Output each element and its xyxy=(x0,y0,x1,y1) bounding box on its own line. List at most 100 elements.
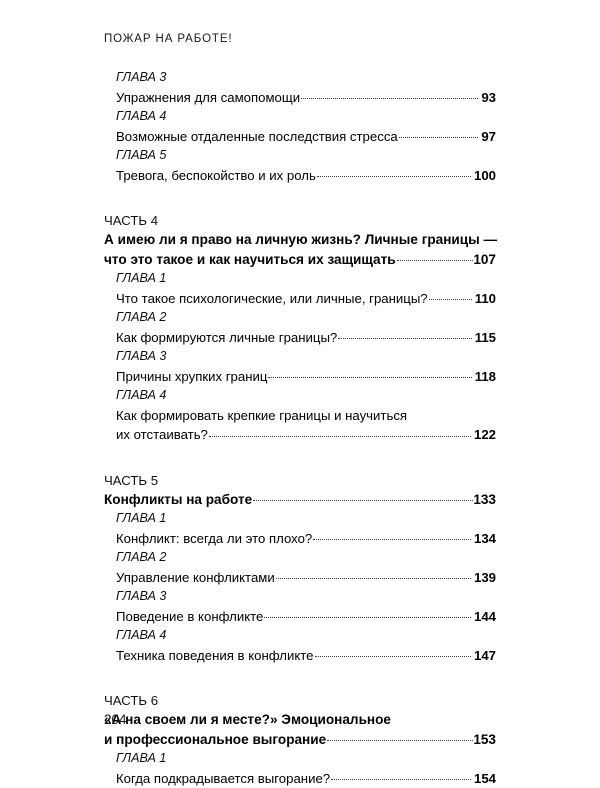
dot-leader xyxy=(268,377,471,378)
chapter-title[interactable]: Что такое психологические, или личные, г… xyxy=(116,289,496,309)
toc-part-section: ЧАСТЬ 6«А на своем ли я месте?» Эмоциона… xyxy=(104,691,496,788)
toc-entry-row[interactable]: Причины хрупких границ 118 xyxy=(116,367,496,387)
chapter-kicker: ГЛАВА 3 xyxy=(116,68,496,88)
chapter-title-line: Поведение в конфликте xyxy=(116,607,263,627)
chapter-page-number: 139 xyxy=(474,568,496,588)
toc-entry-row[interactable]: Когда подкрадывается выгорание? 154 xyxy=(116,769,496,788)
chapter-title[interactable]: Управление конфликтами 139 xyxy=(116,568,496,588)
part-kicker: ЧАСТЬ 5 xyxy=(104,471,496,490)
chapter-kicker: ГЛАВА 1 xyxy=(116,749,496,769)
chapter-kicker: ГЛАВА 5 xyxy=(116,146,496,166)
chapter-title[interactable]: Как формировать крепкие границы и научит… xyxy=(116,406,496,445)
toc-entry-row[interactable]: что это такое и как научиться их защищат… xyxy=(104,250,496,270)
chapter-page-number: 144 xyxy=(474,607,496,627)
chapter-title-line: Техника поведения в конфликте xyxy=(116,646,314,666)
toc-entry-row[interactable]: Возможные отдаленные последствия стресса… xyxy=(116,127,496,147)
part-title-line: А имею ли я право на личную жизнь? Личны… xyxy=(104,230,496,250)
chapter-page-number: 97 xyxy=(481,127,496,147)
toc-entry-row[interactable]: Поведение в конфликте 144 xyxy=(116,607,496,627)
part-title-line: и профессиональное выгорание xyxy=(104,730,326,750)
toc-entry-row[interactable]: Как формируются личные границы? 115 xyxy=(116,328,496,348)
part-page-number: 153 xyxy=(473,730,496,750)
chapter-page-number: 100 xyxy=(474,166,496,186)
chapter-page-number: 118 xyxy=(475,367,496,387)
dot-leader xyxy=(399,137,479,138)
dot-leader xyxy=(338,338,471,339)
dot-leader xyxy=(317,176,471,177)
chapter-title-line: Упражнения для самопомощи xyxy=(116,88,300,108)
dot-leader xyxy=(209,436,471,437)
chapter-kicker: ГЛАВА 3 xyxy=(116,347,496,367)
part-page-number: 107 xyxy=(473,250,496,270)
page-folio: 204 xyxy=(104,712,127,727)
chapter-title-line: Конфликт: всегда ли это плохо? xyxy=(116,529,312,549)
chapter-title[interactable]: Конфликт: всегда ли это плохо? 134 xyxy=(116,529,496,549)
part-title-line: «А на своем ли я месте?» Эмоциональное xyxy=(104,710,496,730)
chapter-title-line: их отстаивать? xyxy=(116,425,208,445)
toc-entry-row[interactable]: Техника поведения в конфликте 147 xyxy=(116,646,496,666)
dot-leader xyxy=(313,539,471,540)
chapter-title-line: Тревога, беспокойство и их роль xyxy=(116,166,316,186)
chapter-kicker: ГЛАВА 2 xyxy=(116,548,496,568)
toc-entry-row[interactable]: Что такое психологические, или личные, г… xyxy=(116,289,496,309)
chapter-kicker: ГЛАВА 4 xyxy=(116,107,496,127)
dot-leader xyxy=(327,740,473,741)
dot-leader xyxy=(301,98,478,99)
chapter-title[interactable]: Техника поведения в конфликте 147 xyxy=(116,646,496,666)
part-title[interactable]: А имею ли я право на личную жизнь? Личны… xyxy=(104,230,496,269)
chapter-page-number: 110 xyxy=(475,289,496,309)
chapter-kicker: ГЛАВА 3 xyxy=(116,587,496,607)
dot-leader xyxy=(253,500,473,501)
chapter-title[interactable]: Причины хрупких границ 118 xyxy=(116,367,496,387)
chapter-title-line: Управление конфликтами xyxy=(116,568,275,588)
chapter-title[interactable]: Возможные отдаленные последствия стресса… xyxy=(116,127,496,147)
chapter-kicker: ГЛАВА 1 xyxy=(116,509,496,529)
chapter-title[interactable]: Как формируются личные границы? 115 xyxy=(116,328,496,348)
part-title-line: Конфликты на работе xyxy=(104,490,252,510)
chapter-page-number: 147 xyxy=(474,646,496,666)
toc-entry-row[interactable]: Конфликты на работе 133 xyxy=(104,490,496,510)
chapter-title[interactable]: Тревога, беспокойство и их роль 100 xyxy=(116,166,496,186)
toc-entry-row[interactable]: Конфликт: всегда ли это плохо? 134 xyxy=(116,529,496,549)
part-kicker: ЧАСТЬ 4 xyxy=(104,211,496,230)
toc-entry-row[interactable]: Упражнения для самопомощи 93 xyxy=(116,88,496,108)
toc-entry-row[interactable]: и профессиональное выгорание 153 xyxy=(104,730,496,750)
chapter-title-line: Причины хрупких границ xyxy=(116,367,267,387)
running-header: ПОЖАР НА РАБОТЕ! xyxy=(104,33,233,45)
chapter-kicker: ГЛАВА 4 xyxy=(116,386,496,406)
chapter-title-line: Как формируются личные границы? xyxy=(116,328,337,348)
chapter-page-number: 134 xyxy=(474,529,496,549)
dot-leader xyxy=(264,617,471,618)
chapter-title[interactable]: Когда подкрадывается выгорание? 154 xyxy=(116,769,496,788)
chapter-title-line: Как формировать крепкие границы и научит… xyxy=(116,406,496,426)
part-kicker: ЧАСТЬ 6 xyxy=(104,691,496,710)
dot-leader xyxy=(331,779,471,780)
part-title[interactable]: Конфликты на работе 133 xyxy=(104,490,496,510)
dot-leader xyxy=(315,656,471,657)
chapter-title[interactable]: Поведение в конфликте 144 xyxy=(116,607,496,627)
dot-leader xyxy=(276,578,471,579)
part-page-number: 133 xyxy=(473,490,496,510)
chapter-kicker: ГЛАВА 2 xyxy=(116,308,496,328)
chapter-kicker: ГЛАВА 1 xyxy=(116,269,496,289)
chapter-title-line: Когда подкрадывается выгорание? xyxy=(116,769,330,788)
chapter-title[interactable]: Упражнения для самопомощи 93 xyxy=(116,88,496,108)
chapter-page-number: 154 xyxy=(474,769,496,788)
part-title-line: что это такое и как научиться их защищат… xyxy=(104,250,396,270)
dot-leader xyxy=(429,299,472,300)
chapter-page-number: 122 xyxy=(474,425,496,445)
chapter-title-line: Возможные отдаленные последствия стресса xyxy=(116,127,398,147)
dot-leader xyxy=(397,260,474,261)
chapter-page-number: 115 xyxy=(475,328,496,348)
toc-entry-row[interactable]: их отстаивать? 122 xyxy=(116,425,496,445)
chapter-page-number: 93 xyxy=(481,88,496,108)
chapter-kicker: ГЛАВА 4 xyxy=(116,626,496,646)
toc-entry-row[interactable]: Тревога, беспокойство и их роль 100 xyxy=(116,166,496,186)
toc-entry-row[interactable]: Управление конфликтами 139 xyxy=(116,568,496,588)
chapter-title-line: Что такое психологические, или личные, г… xyxy=(116,289,428,309)
